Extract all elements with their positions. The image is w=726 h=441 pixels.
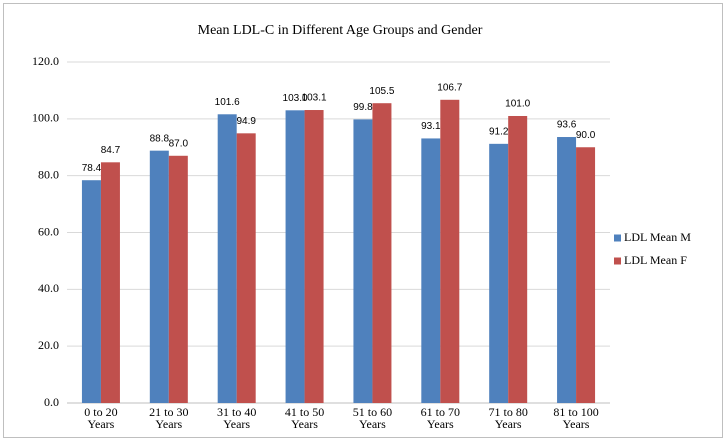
value-label: 94.9 <box>236 116 256 127</box>
value-label: 84.7 <box>101 145 121 156</box>
x-tick-label: 21 to 30 Years <box>149 405 189 431</box>
value-label: 105.5 <box>369 86 394 97</box>
y-tick-label: 60.0 <box>38 224 59 238</box>
bar <box>508 115 528 403</box>
bar <box>489 143 509 403</box>
legend-label: LDL Mean M <box>624 230 691 244</box>
bar <box>372 103 392 404</box>
x-tick-label: 81 to 100 Years <box>553 405 599 431</box>
value-label: 101.6 <box>215 97 240 108</box>
value-label: 78.4 <box>82 163 102 174</box>
value-label: 90.0 <box>576 130 596 141</box>
y-tick-label: 100.0 <box>32 111 59 125</box>
value-label: 91.2 <box>489 126 509 137</box>
x-tick-label: 41 to 50 Years <box>284 405 325 431</box>
y-tick-label: 120.0 <box>32 54 59 68</box>
bar <box>81 180 101 403</box>
y-tick-label: 80.0 <box>38 167 59 181</box>
chart-title: Mean LDL-C in Different Age Groups and G… <box>198 23 483 38</box>
legend-swatch <box>614 234 621 242</box>
x-tick-label: 31 to 40 Years <box>217 405 257 431</box>
value-label: 103.0 <box>283 93 308 104</box>
y-tick-label: 40.0 <box>38 281 59 295</box>
bar <box>168 155 188 403</box>
bar <box>304 110 324 403</box>
bar <box>285 110 305 403</box>
x-tick-label: 61 to 70 Years <box>420 405 460 431</box>
bar <box>353 119 373 403</box>
y-tick-label: 0.0 <box>44 395 59 409</box>
bar <box>557 137 577 403</box>
bar <box>576 147 596 403</box>
bar <box>421 138 441 403</box>
value-label: 99.8 <box>353 102 373 113</box>
bar <box>236 133 256 403</box>
y-tick-label: 20.0 <box>38 338 59 352</box>
bar <box>100 162 120 403</box>
value-label: 103.1 <box>302 93 327 104</box>
legend-swatch <box>614 257 621 265</box>
value-label: 101.0 <box>505 99 530 110</box>
bar <box>217 114 237 403</box>
x-tick-label: 51 to 60 Years <box>352 405 393 431</box>
value-label: 88.8 <box>150 133 170 144</box>
bar <box>440 99 460 404</box>
legend-label: LDL Mean F <box>624 253 687 267</box>
value-label: 106.7 <box>437 82 462 93</box>
value-label: 93.1 <box>421 121 441 132</box>
x-tick-label: 0 to 20 Years <box>84 405 118 431</box>
x-tick-label: 71 to 80 Years <box>488 405 528 431</box>
value-label: 93.6 <box>557 120 577 131</box>
bar <box>149 150 169 403</box>
value-label: 87.0 <box>169 138 189 149</box>
